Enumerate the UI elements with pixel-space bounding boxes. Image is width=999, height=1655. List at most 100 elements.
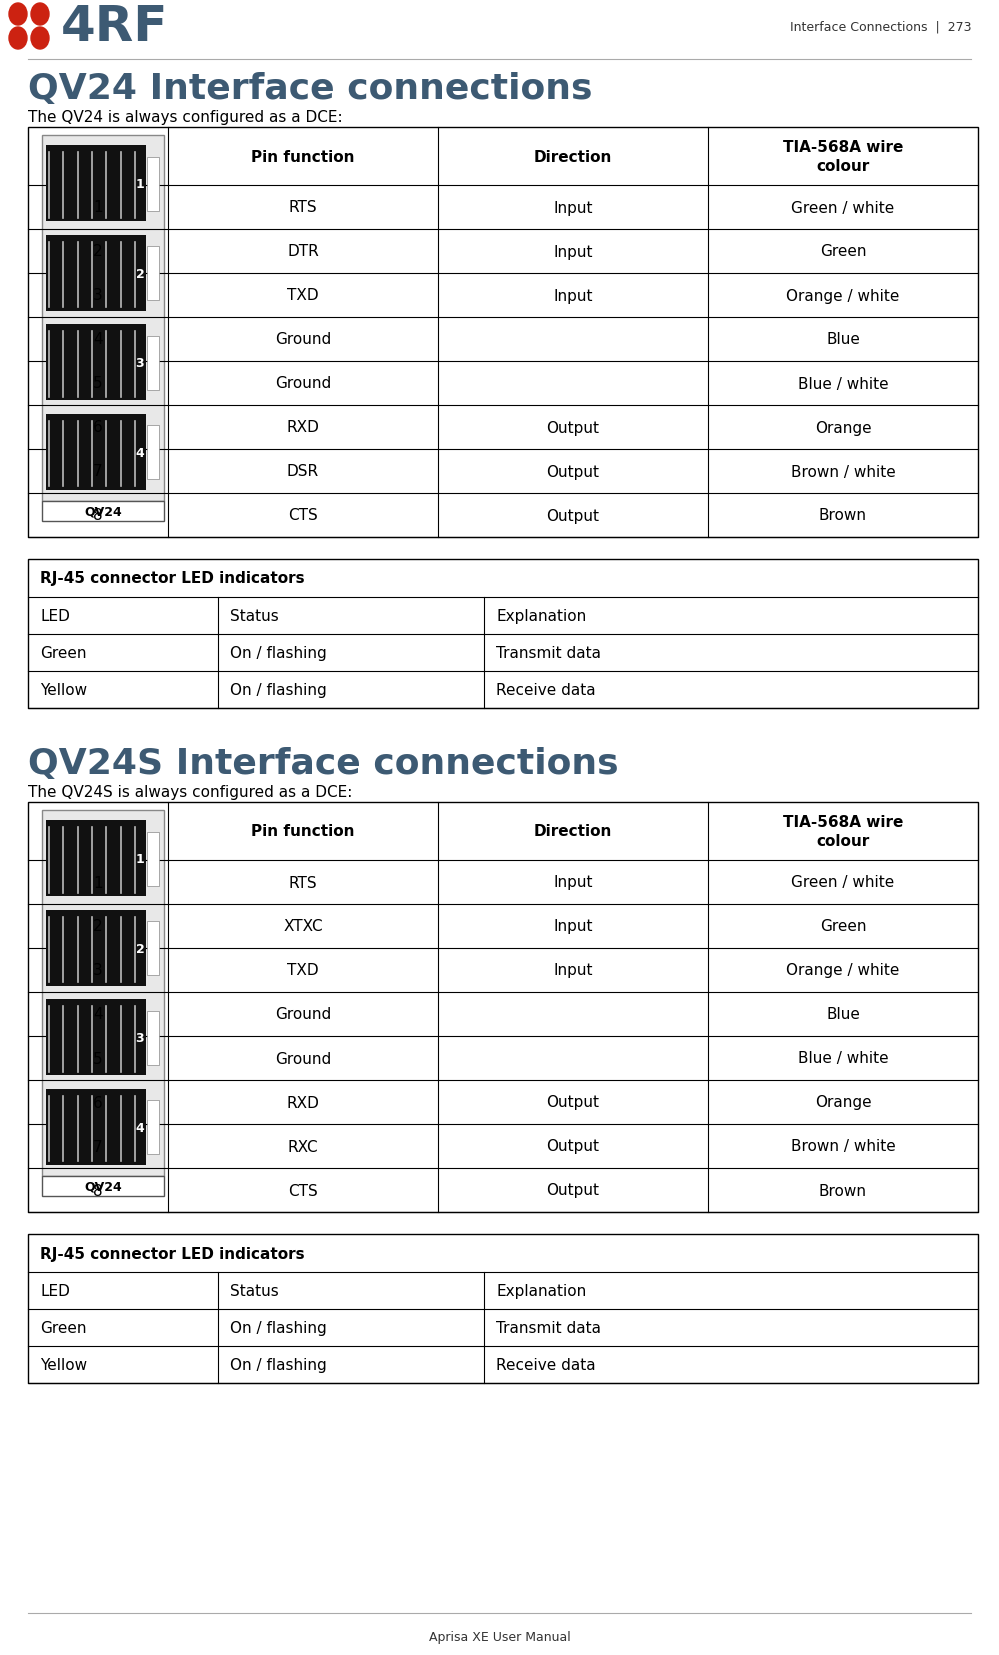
Text: Receive data: Receive data <box>496 1357 595 1372</box>
Bar <box>42 811 164 1177</box>
Text: CTS: CTS <box>288 508 318 523</box>
Text: 6: 6 <box>93 1096 103 1111</box>
Text: RXD: RXD <box>287 420 320 435</box>
Text: 3: 3 <box>136 1031 144 1044</box>
Text: 4: 4 <box>136 1120 145 1134</box>
Bar <box>42 1177 164 1197</box>
Text: Orange: Orange <box>815 420 871 435</box>
Text: Input: Input <box>553 963 592 978</box>
Text: RXD: RXD <box>287 1096 320 1111</box>
Text: TIA-568A wire
colour: TIA-568A wire colour <box>783 814 903 849</box>
Text: 3: 3 <box>136 357 144 371</box>
Text: QV24: QV24 <box>84 505 122 518</box>
Text: LED: LED <box>40 609 70 624</box>
Bar <box>46 910 146 986</box>
Text: Yellow: Yellow <box>40 1357 87 1372</box>
Text: 1: 1 <box>136 179 145 190</box>
Text: Output: Output <box>546 1183 599 1198</box>
Bar <box>46 821 146 897</box>
Text: 4RF: 4RF <box>61 3 169 51</box>
Text: QV24: QV24 <box>84 1180 122 1193</box>
Text: On / flashing: On / flashing <box>230 645 327 660</box>
Text: QV24 Interface connections: QV24 Interface connections <box>28 71 592 106</box>
Bar <box>147 157 159 212</box>
Text: TXD: TXD <box>287 963 319 978</box>
Bar <box>46 235 146 311</box>
Text: Orange / white: Orange / white <box>786 963 900 978</box>
Text: Aprisa XE User Manual: Aprisa XE User Manual <box>429 1630 570 1643</box>
Text: Transmit data: Transmit data <box>496 1321 601 1336</box>
Text: Ground: Ground <box>275 376 331 391</box>
Text: On / flashing: On / flashing <box>230 1357 327 1372</box>
Text: Status: Status <box>230 609 279 624</box>
Ellipse shape <box>9 3 27 26</box>
Text: 2: 2 <box>93 919 103 933</box>
Text: 7: 7 <box>93 463 103 480</box>
Text: Input: Input <box>553 288 592 303</box>
Text: LED: LED <box>40 1283 70 1298</box>
Text: Brown / white: Brown / white <box>790 1139 895 1154</box>
Text: 4: 4 <box>93 1006 103 1021</box>
Text: Direction: Direction <box>533 824 612 839</box>
Text: XTXC: XTXC <box>283 919 323 933</box>
Text: TIA-568A wire
colour: TIA-568A wire colour <box>783 139 903 174</box>
Bar <box>42 136 164 501</box>
Bar <box>147 1101 159 1155</box>
Text: TXD: TXD <box>287 288 319 303</box>
Text: RXC: RXC <box>288 1139 319 1154</box>
Bar <box>28 803 978 1211</box>
Text: Input: Input <box>553 200 592 215</box>
Bar <box>147 425 159 480</box>
Text: 7: 7 <box>93 1139 103 1154</box>
Text: Blue / white: Blue / white <box>797 1051 888 1066</box>
Text: 2: 2 <box>93 245 103 260</box>
Text: Ground: Ground <box>275 333 331 348</box>
Text: Explanation: Explanation <box>496 1283 586 1298</box>
Text: Blue: Blue <box>826 1006 860 1021</box>
Text: Input: Input <box>553 875 592 890</box>
Text: RTS: RTS <box>289 200 318 215</box>
Text: Input: Input <box>553 919 592 933</box>
Text: Green / white: Green / white <box>791 875 895 890</box>
Text: The QV24 is always configured as a DCE:: The QV24 is always configured as a DCE: <box>28 109 343 124</box>
Text: Output: Output <box>546 420 599 435</box>
Text: Yellow: Yellow <box>40 682 87 697</box>
Bar <box>147 1011 159 1064</box>
Text: CTS: CTS <box>288 1183 318 1198</box>
Text: 5: 5 <box>93 376 103 391</box>
Text: Orange / white: Orange / white <box>786 288 900 303</box>
Text: RJ-45 connector LED indicators: RJ-45 connector LED indicators <box>40 571 305 586</box>
Ellipse shape <box>31 3 49 26</box>
Text: 2: 2 <box>136 268 145 281</box>
Bar <box>147 336 159 391</box>
Text: Transmit data: Transmit data <box>496 645 601 660</box>
Text: Brown / white: Brown / white <box>790 463 895 480</box>
Text: Orange: Orange <box>815 1096 871 1111</box>
Ellipse shape <box>31 28 49 50</box>
Bar <box>46 146 146 222</box>
Bar <box>28 127 978 538</box>
Bar <box>147 832 159 885</box>
Ellipse shape <box>9 28 27 50</box>
Text: 4: 4 <box>136 447 145 460</box>
Text: Status: Status <box>230 1283 279 1298</box>
Text: Output: Output <box>546 1139 599 1154</box>
Text: Green: Green <box>40 645 87 660</box>
Text: RTS: RTS <box>289 875 318 890</box>
Text: Green: Green <box>820 919 866 933</box>
Bar <box>28 1235 978 1384</box>
Bar <box>147 247 159 301</box>
Bar <box>42 501 164 521</box>
Text: Green: Green <box>820 245 866 260</box>
Text: 6: 6 <box>93 420 103 435</box>
Text: Interface Connections  |  273: Interface Connections | 273 <box>789 20 971 33</box>
Text: 4: 4 <box>93 333 103 348</box>
Text: DTR: DTR <box>287 245 319 260</box>
Bar <box>46 1000 146 1076</box>
Text: Blue: Blue <box>826 333 860 348</box>
Text: QV24S Interface connections: QV24S Interface connections <box>28 746 618 781</box>
Text: Pin function: Pin function <box>252 824 355 839</box>
Text: Explanation: Explanation <box>496 609 586 624</box>
Text: 1: 1 <box>93 875 103 890</box>
Bar <box>46 1089 146 1165</box>
